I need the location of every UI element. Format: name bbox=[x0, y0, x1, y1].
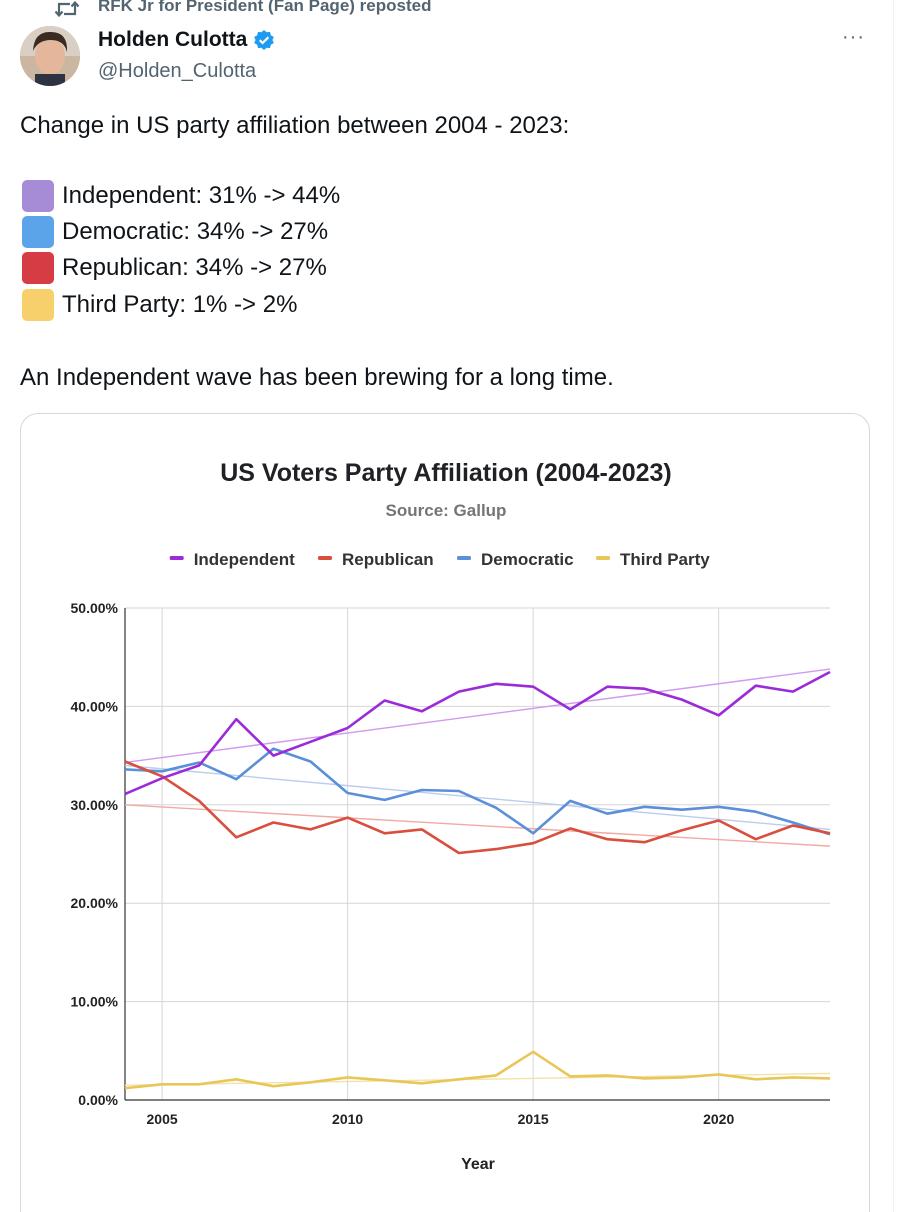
legend-label: Democratic bbox=[481, 550, 574, 569]
legend-swatch bbox=[169, 556, 184, 560]
more-options-icon[interactable]: ··· bbox=[842, 26, 865, 48]
legend-label: Independent bbox=[194, 550, 295, 569]
legend-label: Third Party bbox=[620, 550, 710, 569]
series-line-independent bbox=[124, 670, 831, 796]
bullet-republican: Republican: 34% -> 27% bbox=[20, 250, 327, 286]
chart-legend: Independent Republican Democratic Third Par… bbox=[169, 550, 710, 569]
repost-icon bbox=[54, 0, 80, 18]
bullet-third-party: Third Party: 1% -> 2% bbox=[20, 287, 297, 323]
line-chart: US Voters Party Affiliation (2004-2023) … bbox=[71, 459, 831, 1173]
column-border bbox=[893, 0, 894, 1212]
y-axis-ticks: 0.00% 10.00% 20.00% 30.00% 40.00% 50.00% bbox=[71, 600, 119, 1108]
x-axis-label: Year bbox=[461, 1156, 495, 1173]
y-tick-label: 40.00% bbox=[71, 698, 119, 714]
y-tick-label: 20.00% bbox=[71, 895, 119, 911]
chart-subtitle: Source: Gallup bbox=[386, 501, 507, 520]
legend-swatch bbox=[318, 556, 332, 560]
avatar[interactable] bbox=[20, 26, 80, 86]
bullet-independent: Independent: 31% -> 44% bbox=[20, 178, 340, 214]
repost-text: RFK Jr for President (Fan Page) reposted bbox=[98, 0, 432, 15]
x-tick-label: 2015 bbox=[518, 1111, 549, 1127]
legend-item-independent: Independent bbox=[169, 550, 295, 569]
trendline-independent bbox=[124, 668, 831, 764]
author-handle[interactable]: @Holden_Culotta bbox=[98, 60, 257, 82]
bullet-text: Republican: 34% -> 27% bbox=[62, 254, 327, 281]
y-tick-label: 0.00% bbox=[78, 1092, 118, 1108]
x-tick-label: 2020 bbox=[703, 1111, 734, 1127]
red-square-icon bbox=[22, 252, 54, 284]
x-axis-ticks: 2005 2010 2015 2020 bbox=[147, 1111, 735, 1127]
blue-square-icon bbox=[22, 216, 54, 248]
legend-item-democratic: Democratic bbox=[457, 550, 574, 569]
trendline-democratic bbox=[124, 764, 831, 831]
x-tick-label: 2005 bbox=[147, 1111, 178, 1127]
tweet-text-line2: An Independent wave has been brewing for… bbox=[20, 364, 614, 391]
bullet-text: Independent: 31% -> 44% bbox=[62, 182, 341, 209]
tweet-text-line1: Change in US party affiliation between 2… bbox=[20, 112, 570, 139]
y-tick-label: 10.00% bbox=[71, 994, 119, 1010]
chart-grid bbox=[124, 607, 830, 1101]
trend-lines bbox=[124, 668, 831, 1086]
yellow-square-icon bbox=[22, 289, 54, 321]
chart-title: US Voters Party Affiliation (2004-2023) bbox=[220, 459, 672, 487]
legend-item-third-party: Third Party bbox=[596, 550, 710, 569]
bullet-democratic: Democratic: 34% -> 27% bbox=[20, 214, 328, 250]
legend-label: Republican bbox=[342, 550, 434, 569]
series-lines bbox=[124, 670, 831, 1090]
legend-item-republican: Republican bbox=[318, 550, 434, 569]
x-tick-label: 2010 bbox=[332, 1111, 363, 1127]
y-tick-label: 30.00% bbox=[71, 797, 119, 813]
author-name[interactable]: Holden Culotta bbox=[98, 28, 275, 52]
bullet-text: Third Party: 1% -> 2% bbox=[62, 291, 298, 318]
author-name-text: Holden Culotta bbox=[98, 28, 248, 51]
bullet-text: Democratic: 34% -> 27% bbox=[62, 218, 329, 245]
series-line-republican bbox=[124, 760, 831, 855]
series-line-third-party bbox=[124, 1050, 831, 1090]
legend-swatch bbox=[457, 556, 471, 560]
y-tick-label: 50.00% bbox=[71, 600, 119, 616]
purple-square-icon bbox=[22, 180, 54, 212]
series-line-democratic bbox=[124, 747, 831, 836]
trendline-republican bbox=[124, 804, 831, 847]
media-card[interactable]: US Voters Party Affiliation (2004-2023) … bbox=[20, 413, 870, 1212]
verified-badge-icon bbox=[254, 30, 275, 50]
legend-swatch bbox=[596, 556, 610, 560]
